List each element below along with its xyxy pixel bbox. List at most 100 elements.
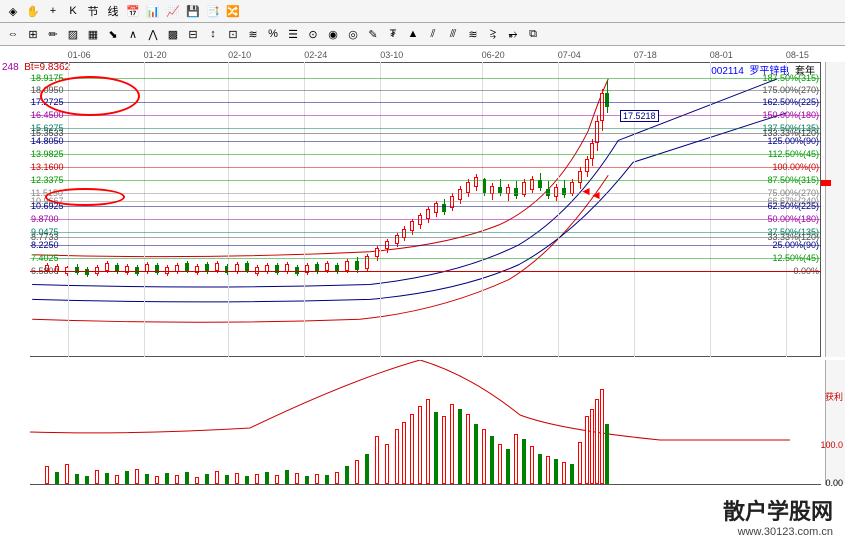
toolbar-button[interactable]: ▨ xyxy=(64,25,82,43)
toolbar-button[interactable]: ▩ xyxy=(164,25,182,43)
watermark: 散户学股网 www.30123.com.cn xyxy=(723,494,833,538)
price-label: 9.8700 xyxy=(31,214,59,224)
price-line xyxy=(30,78,821,79)
volume-bar xyxy=(482,429,486,484)
candle-body xyxy=(590,143,594,159)
toolbar-button[interactable]: ↕ xyxy=(204,25,222,43)
toolbar-button[interactable]: 💾 xyxy=(184,2,202,20)
toolbar-button[interactable]: ⋀ xyxy=(144,25,162,43)
toolbar-button[interactable]: ☰ xyxy=(284,25,302,43)
volume-bar xyxy=(402,422,406,484)
pct-label: 12.50%(45) xyxy=(772,253,819,263)
price-line xyxy=(30,167,821,168)
toolbar-button[interactable]: ⫻ xyxy=(444,25,462,43)
date-tick: 01-06 xyxy=(68,50,91,60)
volume-bar xyxy=(442,416,446,484)
toolbar-button[interactable]: ∧ xyxy=(124,25,142,43)
toolbar-button[interactable]: ✏ xyxy=(44,25,62,43)
toolbar-button[interactable]: + xyxy=(44,2,62,20)
volume-bar xyxy=(95,470,99,484)
volume-bar xyxy=(165,473,169,484)
volume-bar xyxy=(466,414,470,484)
toolbar-button[interactable]: ⊡ xyxy=(224,25,242,43)
candle-body xyxy=(458,189,462,200)
volume-bar xyxy=(595,399,599,484)
candle-body xyxy=(605,93,609,107)
volume-bar xyxy=(490,436,494,484)
candle-body xyxy=(514,188,518,196)
toolbar-button[interactable]: ◉ xyxy=(324,25,342,43)
toolbar-button[interactable]: ⫽ xyxy=(424,25,442,43)
toolbar-button[interactable]: ⥵ xyxy=(504,25,522,43)
toolbar-button[interactable]: ▦ xyxy=(84,25,102,43)
toolbar-button[interactable]: 📅 xyxy=(124,2,142,20)
candle-body xyxy=(466,182,470,193)
candle-body xyxy=(418,215,422,225)
toolbar-button[interactable]: ⊙ xyxy=(304,25,322,43)
volume-bar xyxy=(498,444,502,484)
volume-bar xyxy=(115,475,119,484)
volume-bar xyxy=(530,446,534,484)
volume-bar xyxy=(55,472,59,484)
price-label: 8.2250 xyxy=(31,240,59,250)
toolbar-button[interactable]: 🔀 xyxy=(224,2,242,20)
toolbar-button[interactable]: 线 xyxy=(104,2,122,20)
toolbar-button[interactable]: % xyxy=(264,25,282,43)
date-tick: 02-24 xyxy=(304,50,327,60)
volume-bar xyxy=(600,389,604,484)
vol-side-label: 100.0 xyxy=(820,440,843,450)
volume-bar xyxy=(295,473,299,484)
watermark-url: www.30123.com.cn xyxy=(723,526,833,538)
toolbar-button[interactable]: ⥸ xyxy=(484,25,502,43)
toolbar-button[interactable]: ⊟ xyxy=(184,25,202,43)
volume-bar xyxy=(418,406,422,484)
price-line xyxy=(30,219,821,220)
gridline-vertical xyxy=(228,62,229,357)
toolbar-button[interactable]: 节 xyxy=(84,2,102,20)
price-line xyxy=(30,90,821,91)
volume-chart[interactable] xyxy=(30,360,821,485)
toolbar-button[interactable]: 📈 xyxy=(164,2,182,20)
price-line xyxy=(30,201,821,202)
pct-label: 87.50%(315) xyxy=(767,175,819,185)
pct-label: 62.50%(225) xyxy=(767,201,819,211)
toolbar-button[interactable]: 📑 xyxy=(204,2,222,20)
volume-bar xyxy=(185,472,189,484)
toolbar-button[interactable]: ▲ xyxy=(404,25,422,43)
toolbar-button[interactable]: 📊 xyxy=(144,2,162,20)
volume-bar xyxy=(522,439,526,484)
toolbar-button[interactable]: ⇔ xyxy=(4,25,22,43)
volume-bar xyxy=(554,459,558,484)
gridline-vertical xyxy=(558,62,559,357)
volume-bar xyxy=(365,454,369,484)
gridline-vertical xyxy=(304,62,305,357)
toolbar-button[interactable]: ⧉ xyxy=(524,25,542,43)
toolbar-button[interactable]: ₮ xyxy=(384,25,402,43)
volume-bar xyxy=(85,476,89,484)
price-chart[interactable] xyxy=(30,62,821,357)
price-line xyxy=(30,128,821,129)
volume-bar xyxy=(175,475,179,484)
right-scrollbar[interactable] xyxy=(825,62,845,357)
date-tick: 08-15 xyxy=(786,50,809,60)
toolbar-button[interactable]: ✋ xyxy=(24,2,42,20)
volume-bar xyxy=(205,474,209,484)
candle-body xyxy=(345,261,349,271)
candle-body xyxy=(578,171,582,183)
toolbar-button[interactable]: ◈ xyxy=(4,2,22,20)
gridline-vertical xyxy=(634,62,635,357)
toolbar-button[interactable]: ⊞ xyxy=(24,25,42,43)
toolbar-button[interactable]: ✎ xyxy=(364,25,382,43)
candle-body xyxy=(325,263,329,271)
candle-body xyxy=(105,263,109,271)
toolbar-button[interactable]: ⬊ xyxy=(104,25,122,43)
volume-bar xyxy=(474,424,478,484)
toolbar-button[interactable]: ≋ xyxy=(464,25,482,43)
right-scrollbar-vol[interactable] xyxy=(825,360,845,485)
vol-baseline xyxy=(30,484,821,485)
toolbar-button[interactable]: ≋ xyxy=(244,25,262,43)
date-tick: 06-20 xyxy=(482,50,505,60)
toolbar-button[interactable]: K xyxy=(64,2,82,20)
toolbar-button[interactable]: ◎ xyxy=(344,25,362,43)
volume-bar xyxy=(506,449,510,484)
